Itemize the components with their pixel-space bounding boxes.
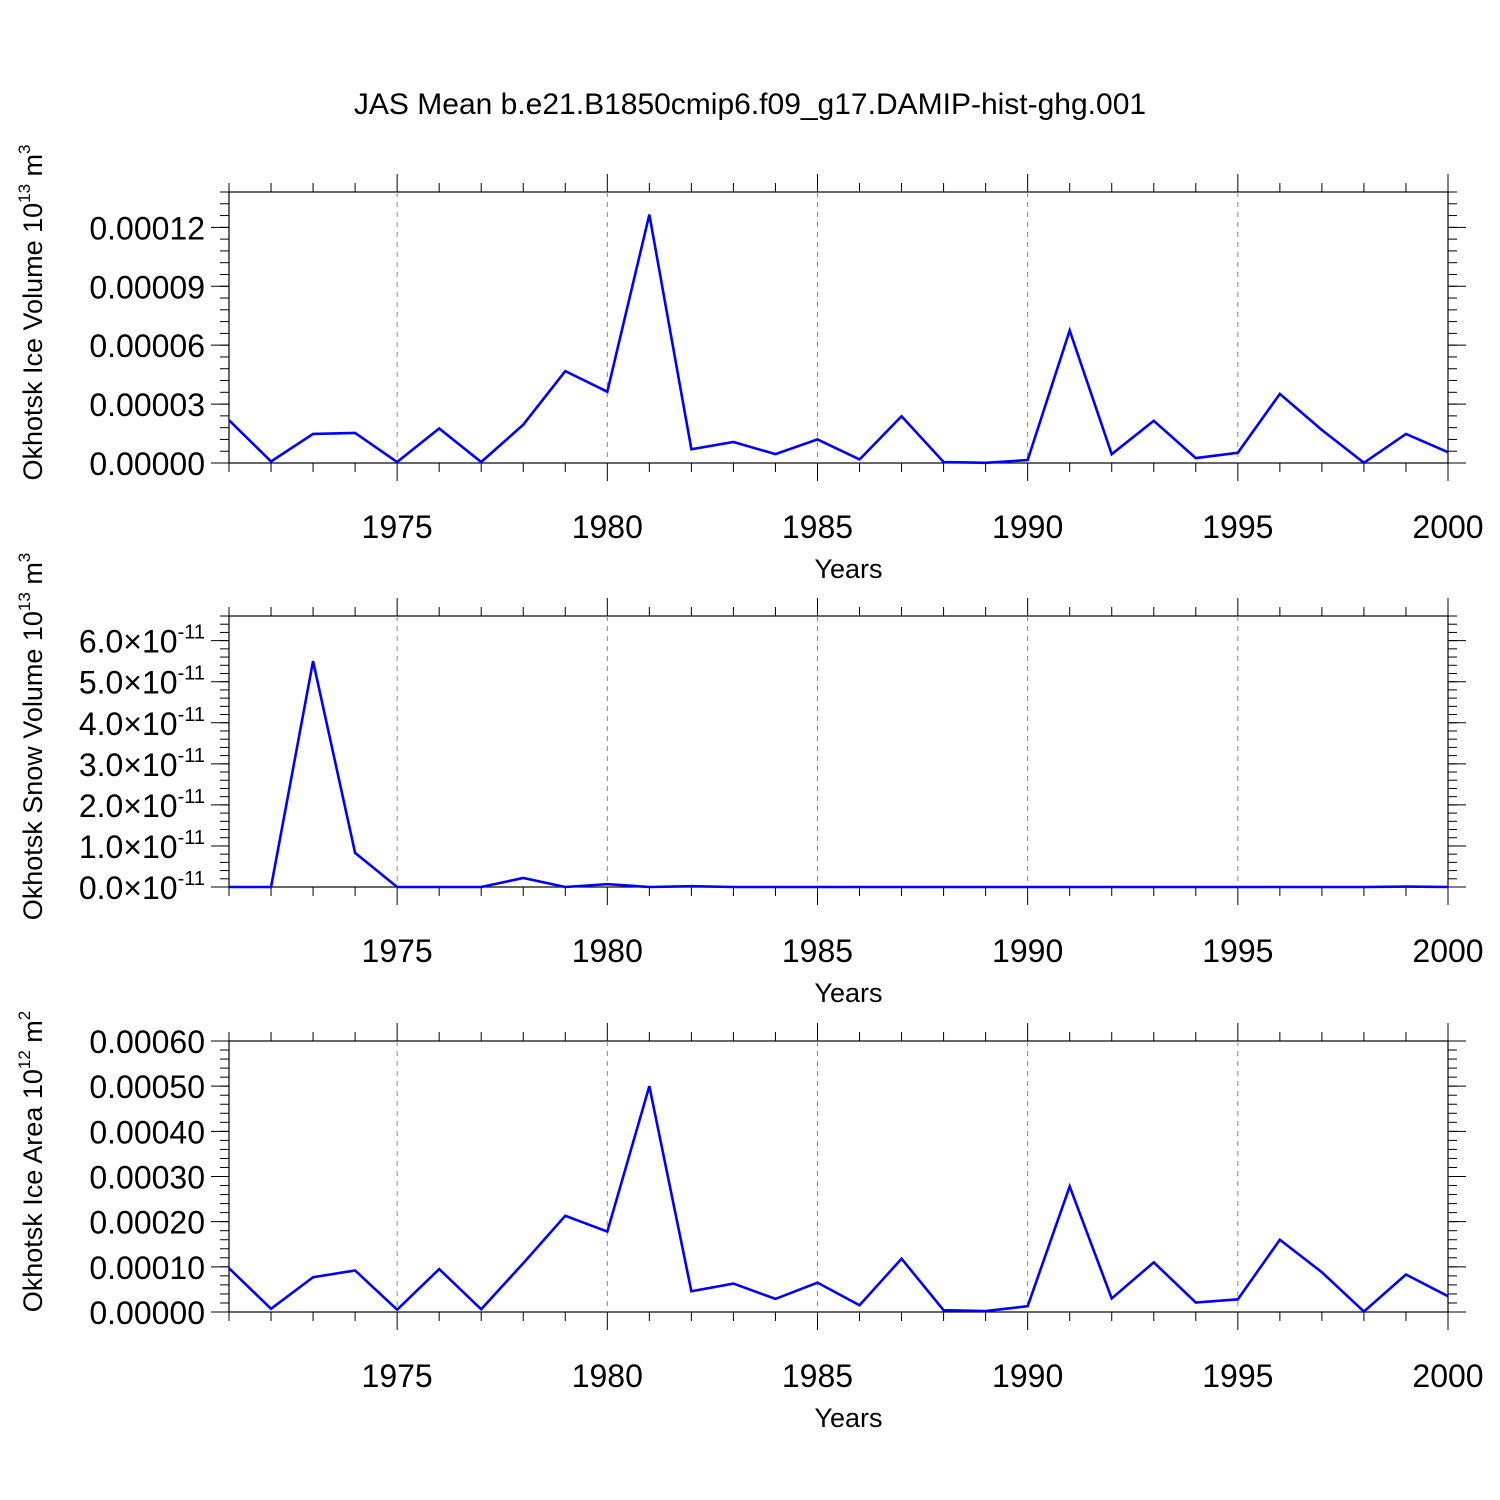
x-tick-label: 2000	[1412, 509, 1483, 545]
series-line	[228, 1085, 1449, 1314]
y-tick-label: 0.00050	[89, 1069, 205, 1105]
plot-frame	[228, 191, 1449, 464]
plot-frame	[228, 1040, 1449, 1313]
y-tick-label: 0.00000	[89, 446, 205, 482]
y-tick-label: 0.00030	[89, 1160, 205, 1196]
y-tick-label: 3.0×10-11	[79, 745, 205, 783]
y-tick-label: 6.0×10-11	[79, 622, 205, 660]
x-tick-label: 1995	[1202, 1358, 1273, 1394]
panel-2: 1975 1980 1985 1990 1995 2000 0.0×10-111.0×10-…	[15, 553, 1484, 1008]
y-tick-label: 0.00003	[89, 387, 205, 423]
x-axis-title: Years	[814, 978, 882, 1008]
x-tick-label: 2000	[1412, 1358, 1483, 1394]
x-tick-label: 1985	[782, 509, 853, 545]
y-tick-label: 0.00009	[89, 269, 205, 305]
x-axis-title: Years	[814, 554, 882, 584]
series-line	[229, 660, 1449, 889]
panel-3: 1975 1980 1985 1990 1995 2000 0.00000 0.00010 0.…	[15, 1011, 1484, 1433]
x-tick-label: 1985	[782, 1358, 853, 1394]
x-tick-label: 1975	[362, 509, 433, 545]
y-tick-label: 0.0×10-11	[79, 868, 205, 906]
plot-frame	[228, 615, 1449, 888]
y-tick-label: 0.00060	[89, 1024, 205, 1060]
y-tick-label: 0.00012	[89, 210, 205, 246]
x-tick-label: 1975	[362, 1358, 433, 1394]
x-tick-label: 1980	[572, 1358, 643, 1394]
series-line	[228, 214, 1449, 465]
y-tick-label: 0.00040	[89, 1114, 205, 1150]
y-tick-label: 5.0×10-11	[79, 663, 205, 701]
y-tick-label: 0.00006	[89, 328, 205, 364]
y-tick-label: 1.0×10-11	[79, 827, 205, 865]
x-tick-label: 1995	[1202, 933, 1273, 969]
x-tick-label: 1990	[992, 509, 1063, 545]
y-tick-label: 0.00000	[89, 1295, 205, 1331]
x-tick-label: 1990	[992, 1358, 1063, 1394]
x-tick-label: 1980	[572, 933, 643, 969]
x-axis-title: Years	[814, 1403, 882, 1433]
panel-1: 1975 1980 1985 1990 1995 2000 0.00000 0.00003 0.…	[15, 144, 1484, 584]
figure-title: JAS Mean b.e21.B1850cmip6.f09_g17.DAMIP-…	[353, 88, 1147, 121]
y-axis-title: Okhotsk Snow Volume 1013 m3	[15, 553, 48, 921]
y-tick-label: 2.0×10-11	[79, 786, 205, 824]
y-tick-label: 4.0×10-11	[79, 704, 205, 742]
x-tick-label: 1995	[1202, 509, 1273, 545]
y-axis-title: Okhotsk Ice Volume 1013 m3	[15, 144, 48, 480]
y-axis-title: Okhotsk Ice Area 1012 m2	[15, 1011, 48, 1313]
x-tick-label: 1985	[782, 933, 853, 969]
x-tick-label: 1980	[572, 509, 643, 545]
y-tick-label: 0.00010	[89, 1250, 205, 1286]
y-tick-label: 0.00020	[89, 1205, 205, 1241]
x-tick-label: 1975	[362, 933, 433, 969]
x-tick-label: 1990	[992, 933, 1063, 969]
x-tick-label: 2000	[1412, 933, 1483, 969]
